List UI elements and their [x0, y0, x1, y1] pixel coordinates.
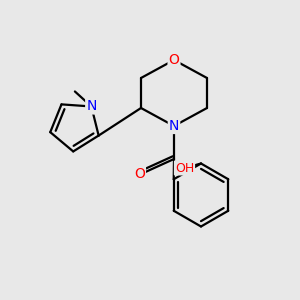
Text: OH: OH	[175, 161, 194, 175]
Text: O: O	[169, 53, 179, 67]
Text: N: N	[86, 100, 97, 113]
Text: N: N	[169, 119, 179, 133]
Text: O: O	[134, 167, 145, 181]
